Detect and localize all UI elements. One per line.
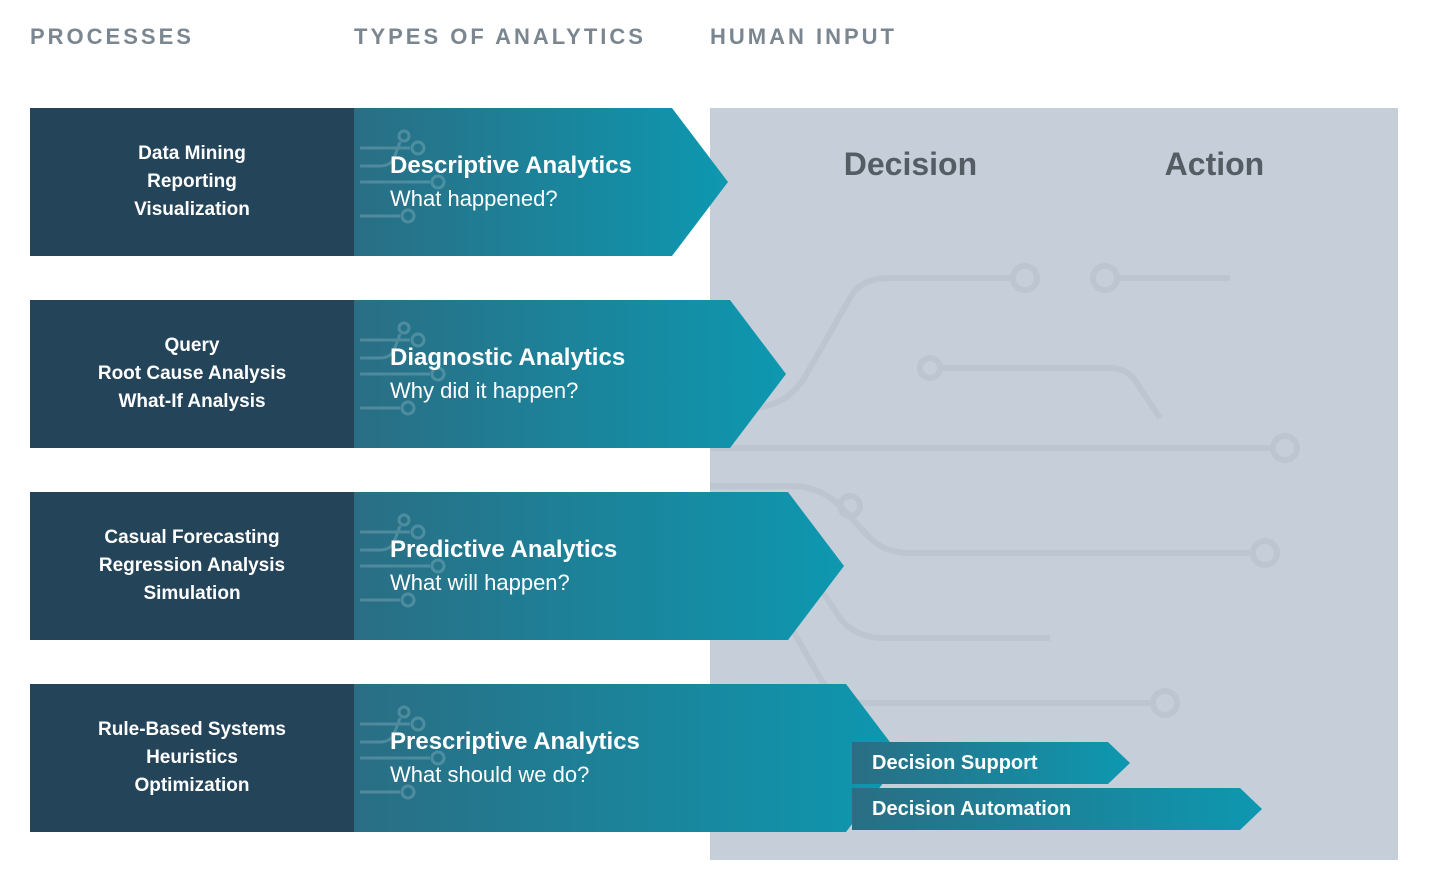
decision-bar: Decision Automation bbox=[852, 788, 1262, 830]
process-box: Rule-Based Systems Heuristics Optimization bbox=[30, 684, 354, 832]
analytics-arrow: Predictive Analytics What will happen? bbox=[354, 492, 844, 640]
analytics-title: Predictive Analytics bbox=[390, 536, 844, 564]
process-item: Regression Analysis bbox=[99, 555, 285, 577]
process-item: Optimization bbox=[134, 775, 249, 797]
analytics-arrow: Descriptive AnalyticsWhat happened? bbox=[354, 108, 728, 256]
process-box: Casual Forecasting Regression Analysis Sim… bbox=[30, 492, 354, 640]
header-processes: PROCESSES bbox=[30, 24, 354, 50]
analytics-title: Prescriptive Analytics bbox=[390, 728, 902, 756]
circuit-mini-icon bbox=[360, 502, 450, 630]
process-item: Rule-Based Systems bbox=[98, 719, 286, 741]
analytics-row: Data Mining Reporting Visualization Descrip… bbox=[30, 108, 1406, 256]
process-item: Heuristics bbox=[146, 747, 238, 769]
decision-bar: Decision Support bbox=[852, 742, 1130, 784]
process-item: Casual Forecasting bbox=[104, 527, 279, 549]
circuit-mini-icon bbox=[360, 118, 450, 246]
process-item: Reporting bbox=[147, 171, 237, 193]
process-item: Data Mining bbox=[138, 143, 246, 165]
process-item: Root Cause Analysis bbox=[98, 363, 286, 385]
process-item: Visualization bbox=[134, 199, 250, 221]
rows-container: Data Mining Reporting Visualization Descrip… bbox=[30, 108, 1406, 876]
analytics-arrow: Prescriptive Analytics What should we do? bbox=[354, 684, 902, 832]
process-item: What-If Analysis bbox=[118, 391, 265, 413]
process-box: Query Root Cause Analysis What-If Analysis bbox=[30, 300, 354, 448]
analytics-arrow: Diagnostic AnalyticsWhy did it happen? bbox=[354, 300, 786, 448]
prescriptive-extension-bars: Decision SupportDecision Automation bbox=[852, 742, 1392, 834]
analytics-question: What will happen? bbox=[390, 570, 844, 596]
circuit-mini-icon bbox=[360, 694, 450, 822]
process-item: Query bbox=[165, 335, 220, 357]
process-item: Simulation bbox=[143, 583, 240, 605]
column-headers: PROCESSES TYPES OF ANALYTICS HUMAN INPUT bbox=[0, 0, 1436, 50]
analytics-row: Casual Forecasting Regression Analysis Sim… bbox=[30, 492, 1406, 640]
analytics-row: Rule-Based Systems Heuristics Optimization… bbox=[30, 684, 1406, 832]
process-box: Data Mining Reporting Visualization bbox=[30, 108, 354, 256]
header-human-input: HUMAN INPUT bbox=[710, 24, 897, 50]
circuit-mini-icon bbox=[360, 310, 450, 438]
analytics-row: Query Root Cause Analysis What-If Analysis… bbox=[30, 300, 1406, 448]
analytics-question: What should we do? bbox=[390, 762, 902, 788]
header-types: TYPES OF ANALYTICS bbox=[354, 24, 710, 50]
